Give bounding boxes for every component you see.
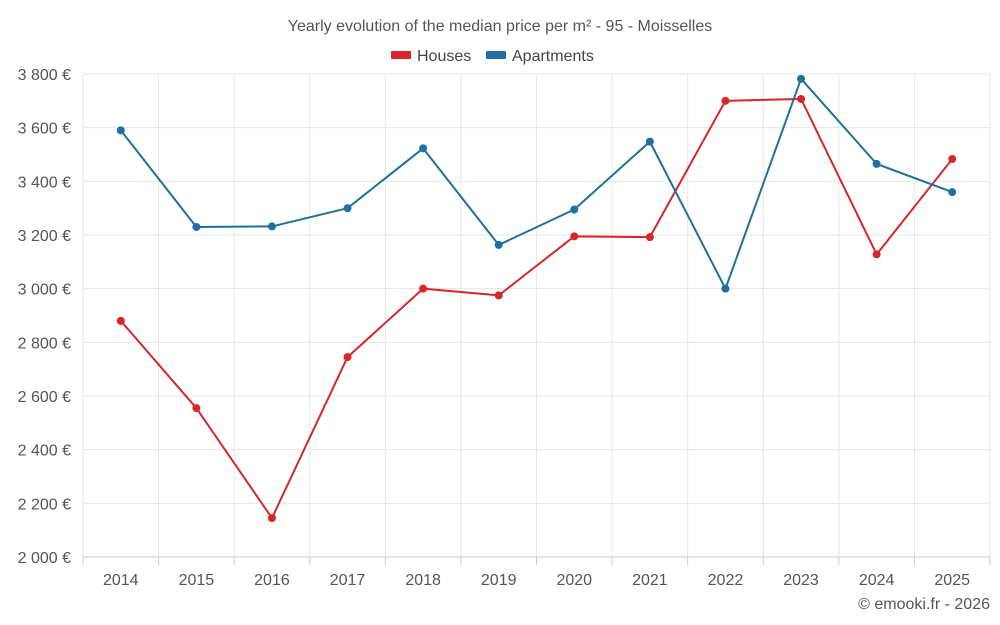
data-point-houses[interactable] <box>570 232 579 241</box>
legend-item-apartments[interactable]: Apartments <box>486 48 594 65</box>
x-tick-label: 2018 <box>405 572 441 589</box>
data-point-houses[interactable] <box>192 404 201 413</box>
data-point-houses[interactable] <box>419 284 428 293</box>
x-tick-label: 2020 <box>556 572 592 589</box>
data-point-apartments[interactable] <box>267 222 276 231</box>
data-point-apartments[interactable] <box>343 204 352 213</box>
y-tick-label: 3 200 € <box>18 228 71 245</box>
y-tick-label: 2 400 € <box>18 443 71 460</box>
x-tick-label: 2014 <box>103 572 139 589</box>
series-line-houses <box>120 97 953 520</box>
legend-label-apartments: Apartments <box>512 48 594 65</box>
x-tick-label: 2025 <box>934 572 970 589</box>
x-tick-label: 2022 <box>708 572 744 589</box>
data-point-houses[interactable] <box>116 316 125 325</box>
series-houses <box>116 94 957 523</box>
data-point-apartments[interactable] <box>948 188 957 197</box>
y-tick-label: 3 000 € <box>18 282 71 299</box>
data-point-apartments[interactable] <box>797 74 806 83</box>
data-point-apartments[interactable] <box>494 240 503 249</box>
y-tick-label: 2 600 € <box>18 389 71 406</box>
data-point-apartments[interactable] <box>872 159 881 168</box>
data-point-apartments[interactable] <box>645 137 654 146</box>
data-point-houses[interactable] <box>721 96 730 105</box>
legend-item-houses[interactable]: Houses <box>391 48 471 65</box>
legend-swatch-houses <box>391 51 411 59</box>
legend-swatch-apartments <box>486 51 506 59</box>
y-tick-label: 3 600 € <box>18 121 71 138</box>
data-point-houses[interactable] <box>872 250 881 259</box>
x-tick-label: 2017 <box>330 572 366 589</box>
y-tick-label: 3 800 € <box>18 67 71 84</box>
y-tick-label: 2 200 € <box>18 496 71 513</box>
series-line-apartments <box>120 77 953 290</box>
x-tick-label: 2019 <box>481 572 517 589</box>
data-point-houses[interactable] <box>343 353 352 362</box>
data-point-houses[interactable] <box>645 233 654 242</box>
series-apartments <box>116 74 957 293</box>
legend-label-houses: Houses <box>417 48 471 65</box>
x-tick-label: 2024 <box>859 572 895 589</box>
data-point-apartments[interactable] <box>721 284 730 293</box>
data-point-apartments[interactable] <box>570 205 579 214</box>
data-point-houses[interactable] <box>797 94 806 103</box>
x-tick-label: 2023 <box>783 572 819 589</box>
series <box>116 74 957 523</box>
y-tick-label: 2 800 € <box>18 335 71 352</box>
x-tick-label: 2015 <box>179 572 215 589</box>
grid <box>82 73 991 565</box>
x-axis-ticks: 2014 2015 2016 2017 2018 2019 2020 2021 2022 2023… <box>103 572 970 589</box>
credit-text: © emooki.fr - 2026 <box>858 596 990 613</box>
y-tick-label: 2 000 € <box>18 550 71 567</box>
chart-title: Yearly evolution of the median price per… <box>288 18 713 35</box>
x-tick-label: 2021 <box>632 572 668 589</box>
data-point-houses[interactable] <box>494 291 503 300</box>
legend: Houses Apartments <box>391 48 594 65</box>
y-tick-label: 3 400 € <box>18 174 71 191</box>
data-point-houses[interactable] <box>948 155 957 164</box>
data-point-houses[interactable] <box>267 514 276 523</box>
data-point-apartments[interactable] <box>419 144 428 153</box>
data-point-apartments[interactable] <box>116 126 125 135</box>
data-point-apartments[interactable] <box>192 222 201 231</box>
x-tick-label: 2016 <box>254 572 290 589</box>
y-axis-ticks: 2 000 € 2 200 € 2 400 € 2 600 € 2 800 € 3 000… <box>18 67 71 567</box>
